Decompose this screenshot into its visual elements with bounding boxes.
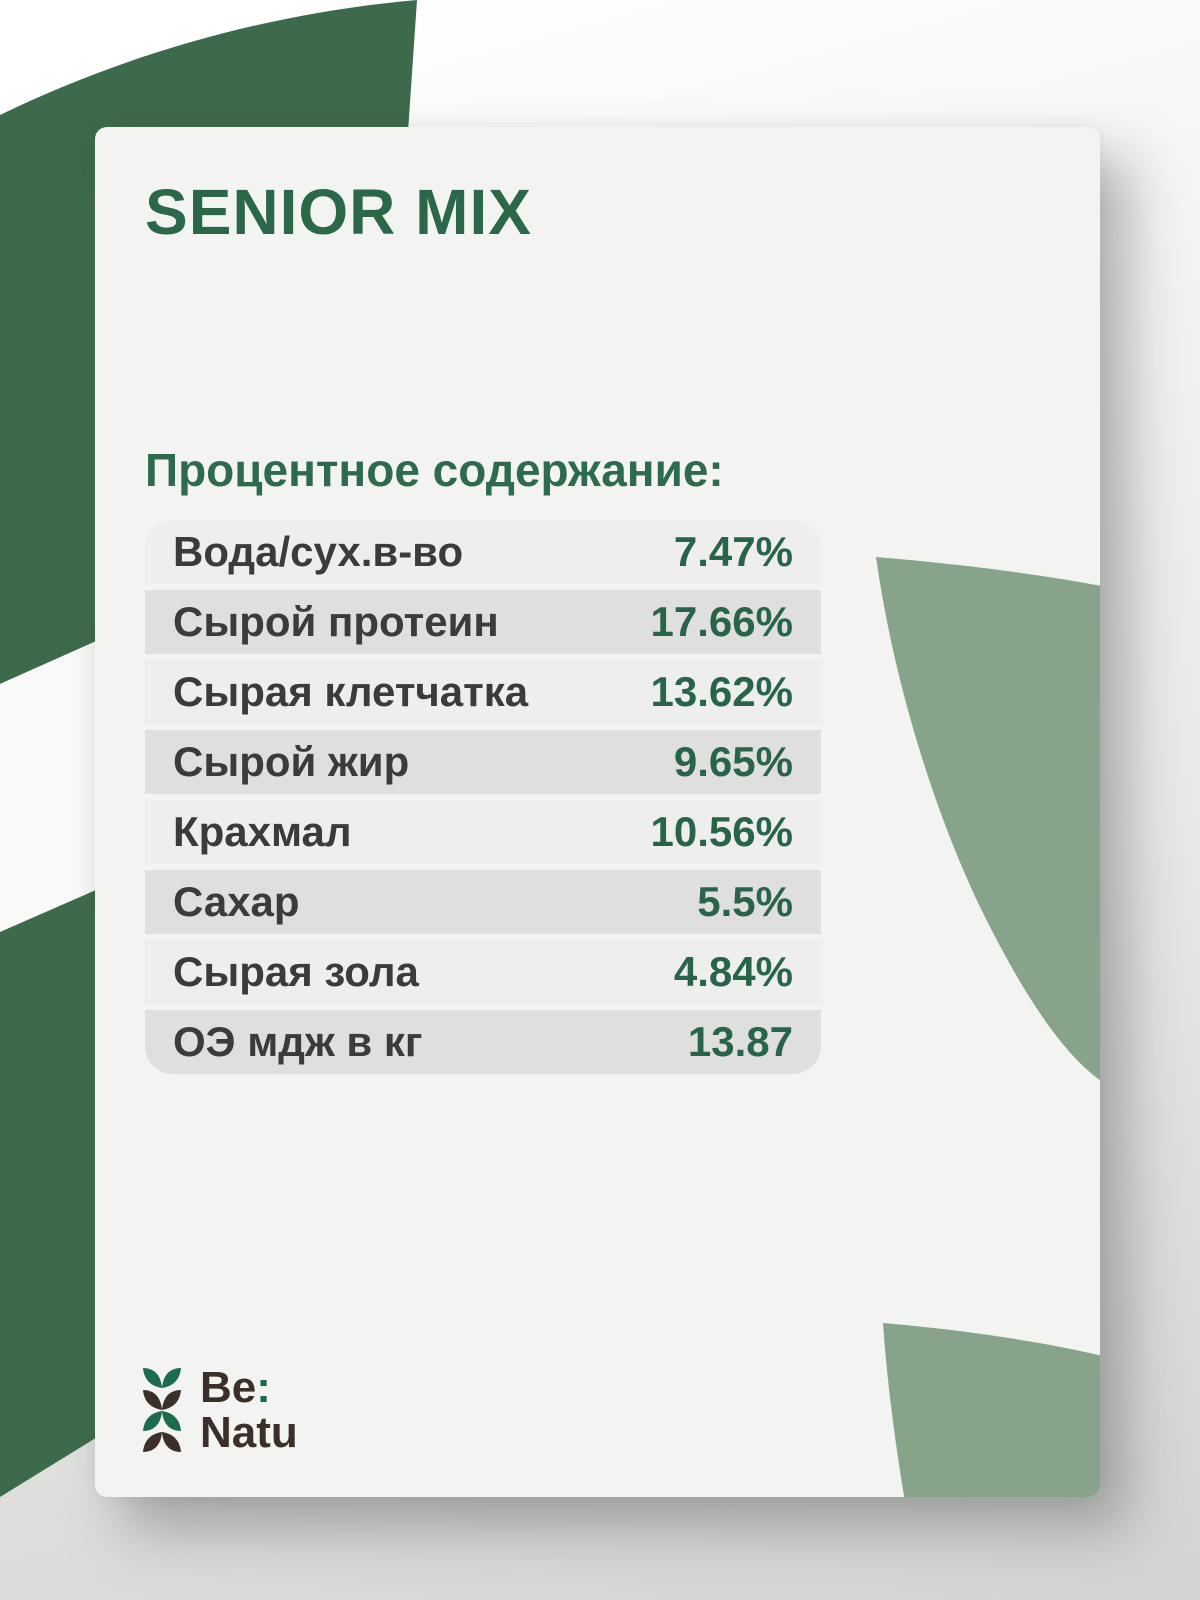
nutrient-value: 7.47%	[673, 528, 793, 575]
nutrient-label: Сырая клетчатка	[173, 668, 529, 715]
section-heading: Процентное содержание:	[145, 444, 724, 496]
white-diagonal-band	[0, 634, 112, 932]
table-row: Сахар 5.5%	[145, 870, 821, 934]
sage-leaf-right-shape	[876, 557, 1100, 1081]
table-row: Сырой жир 9.65%	[145, 730, 821, 794]
nutrient-value: 10.56%	[650, 808, 793, 855]
card-decor	[876, 557, 1100, 1497]
leaf-pair-green-down	[143, 1368, 181, 1388]
brand-colon: :	[256, 1363, 271, 1412]
nutrient-value: 4.84%	[673, 948, 793, 995]
nutrient-value: 17.66%	[650, 598, 793, 645]
nutrient-value: 13.87	[687, 1018, 793, 1065]
nutrient-label: Сырой протеин	[173, 598, 499, 645]
sage-leaf-bottom-right-shape	[883, 1323, 1100, 1497]
leaf-pair-dark-down	[143, 1390, 181, 1410]
nutrient-value: 5.5%	[697, 878, 793, 925]
nutrient-label: Вода/сух.в-во	[173, 528, 464, 575]
leaf-pair-dark-up	[143, 1432, 181, 1452]
nutrient-label: Сырой жир	[173, 738, 410, 785]
table-row: ОЭ мдж в кг 13.87	[145, 1010, 821, 1074]
table-row: Сырой протеин 17.66%	[145, 590, 821, 654]
nutrient-label: Сахар	[173, 878, 300, 925]
nutrient-label: Сырая зола	[173, 948, 419, 995]
page-title: SENIOR MIX	[145, 176, 532, 248]
table-row: Сырая зола 4.84%	[145, 940, 821, 1004]
brand-line-2: Natu	[200, 1408, 298, 1457]
table-row: Вода/сух.в-во 7.47%	[145, 520, 821, 584]
info-card: SENIOR MIX Процентное содержание: Вода/с…	[95, 127, 1100, 1497]
nutrition-table: Вода/сух.в-во 7.47% Сырой протеин 17.66%…	[145, 520, 821, 1074]
leaf-pair-green-up	[143, 1411, 181, 1431]
nutrient-label: Крахмал	[173, 808, 352, 855]
green-left-strip-shape	[0, 883, 112, 1497]
table-row: Сырая клетчатка 13.62%	[145, 660, 821, 724]
leaf-sprout-icon	[143, 1368, 181, 1452]
nutrient-value: 13.62%	[650, 668, 793, 715]
table-row: Крахмал 10.56%	[145, 800, 821, 864]
nutrient-value: 9.65%	[673, 738, 793, 785]
nutrient-label: ОЭ мдж в кг	[173, 1018, 423, 1065]
brand-logo: Be: Natu	[142, 1365, 298, 1455]
brand-line-1: Be:	[200, 1363, 271, 1412]
brand-name: Be: Natu	[200, 1365, 298, 1455]
